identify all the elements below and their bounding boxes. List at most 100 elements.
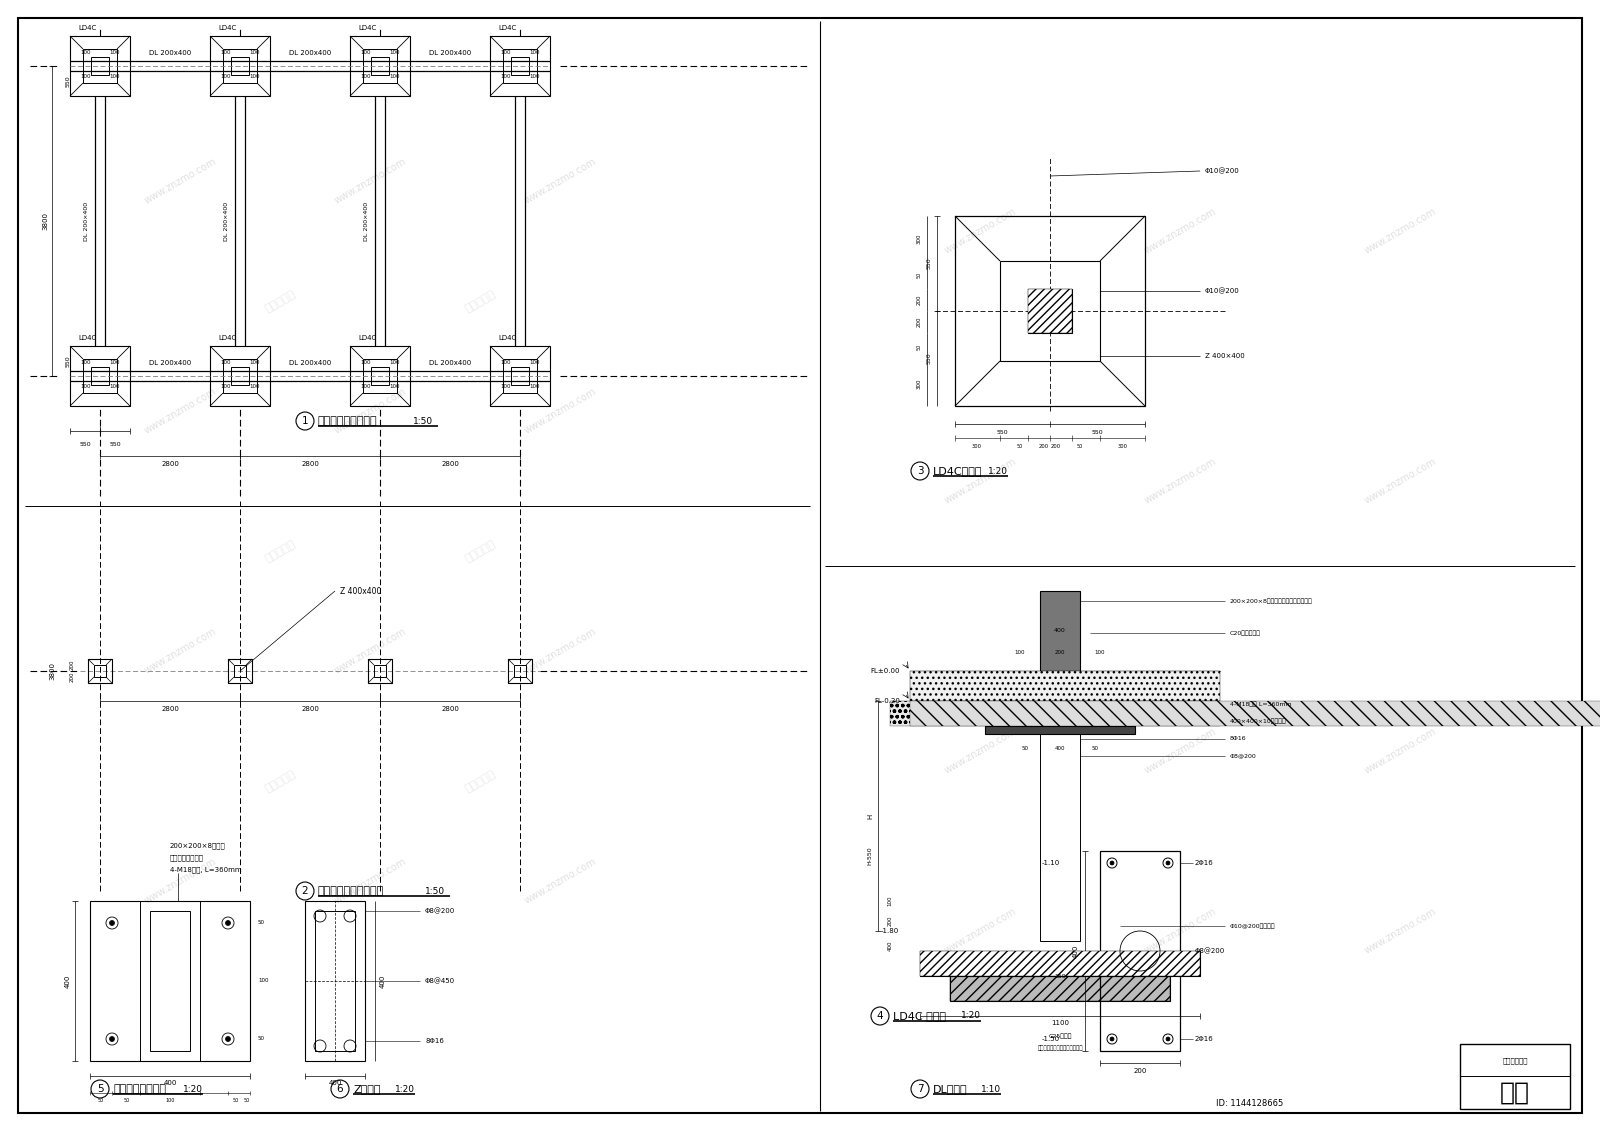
Text: 50: 50 (1018, 443, 1022, 449)
Text: www.znzmo.com: www.znzmo.com (142, 627, 218, 675)
Circle shape (1110, 1037, 1114, 1041)
Text: 100: 100 (360, 361, 371, 365)
Circle shape (109, 921, 115, 925)
Text: 100: 100 (360, 74, 371, 78)
Text: 400: 400 (888, 941, 893, 951)
Text: 100: 100 (501, 361, 510, 365)
Text: www.znzmo.com: www.znzmo.com (333, 387, 408, 435)
Text: LD4C 剖面图: LD4C 剖面图 (893, 1011, 946, 1021)
Bar (141, 901, 200, 1061)
Text: 1:20: 1:20 (989, 466, 1008, 475)
Text: www.znzmo.com: www.znzmo.com (142, 156, 218, 206)
Text: 1: 1 (302, 416, 309, 426)
Text: Z 400×400: Z 400×400 (1205, 353, 1245, 359)
Bar (920, 951, 1200, 976)
Bar (210, 346, 270, 406)
Text: FL±0.00: FL±0.00 (870, 668, 899, 674)
Bar (1027, 290, 1072, 333)
Text: 100: 100 (501, 74, 510, 78)
Text: 400×400×10镖锥钉板: 400×400×10镖锥钉板 (1230, 718, 1286, 724)
Text: 300: 300 (1118, 443, 1128, 449)
Text: 50: 50 (258, 1036, 266, 1042)
Text: 100: 100 (109, 361, 120, 365)
Bar (306, 901, 365, 1061)
Bar (371, 57, 389, 75)
Text: 2: 2 (302, 886, 309, 896)
Text: www.znzmo.com: www.znzmo.com (1362, 906, 1438, 956)
Text: www.znzmo.com: www.znzmo.com (522, 627, 598, 675)
Text: 50: 50 (1021, 746, 1029, 751)
Text: www.znzmo.com: www.znzmo.com (1142, 906, 1218, 956)
Circle shape (1110, 861, 1114, 865)
Bar (1040, 592, 1080, 671)
Text: 50: 50 (98, 1097, 104, 1103)
Text: 50: 50 (917, 344, 922, 351)
Text: Φ10@200: Φ10@200 (1205, 167, 1240, 174)
Text: 100: 100 (250, 74, 259, 78)
Bar (514, 665, 526, 677)
Text: 1:10: 1:10 (981, 1085, 1002, 1094)
Text: 4: 4 (877, 1011, 883, 1021)
Text: Φ8@200: Φ8@200 (426, 908, 456, 914)
Bar (510, 57, 530, 75)
Text: 550: 550 (997, 430, 1008, 434)
Text: LD4C: LD4C (358, 25, 376, 31)
Text: 100: 100 (530, 361, 539, 365)
Text: www.znzmo.com: www.znzmo.com (1142, 726, 1218, 776)
Text: -1.10: -1.10 (1042, 860, 1059, 866)
Text: 100: 100 (80, 383, 91, 389)
Text: www.znzmo.com: www.znzmo.com (942, 456, 1018, 506)
Text: 知末素材网: 知末素材网 (262, 288, 298, 313)
Text: 100: 100 (250, 361, 259, 365)
Text: www.znzmo.com: www.znzmo.com (1362, 726, 1438, 776)
Text: 8Φ16: 8Φ16 (426, 1038, 443, 1044)
Bar (371, 366, 389, 385)
Bar (509, 659, 531, 683)
Text: 2800: 2800 (442, 461, 459, 467)
Text: 200: 200 (1051, 443, 1061, 449)
Text: DL 200×400: DL 200×400 (83, 201, 88, 241)
Text: ID: 1144128665: ID: 1144128665 (1216, 1098, 1283, 1107)
Text: www.znzmo.com: www.znzmo.com (942, 906, 1018, 956)
Text: 知末素材网: 知末素材网 (262, 538, 298, 563)
Text: DL 200x400: DL 200x400 (290, 360, 331, 366)
Text: www.znzmo.com: www.znzmo.com (522, 856, 598, 906)
Text: 开心廘架详图: 开心廘架详图 (1502, 1057, 1528, 1064)
Bar (490, 346, 550, 406)
Circle shape (226, 1036, 230, 1042)
Text: 4-M18螺栋, L=360mm: 4-M18螺栋, L=360mm (170, 866, 242, 873)
Text: 550: 550 (66, 75, 70, 87)
Bar (230, 57, 250, 75)
Text: 开心廘架基础平面图: 开心廘架基础平面图 (318, 416, 378, 426)
Bar (83, 359, 117, 392)
Bar (315, 910, 355, 1051)
Text: 100: 100 (530, 74, 539, 78)
Text: 3800: 3800 (50, 662, 54, 680)
Text: 550: 550 (926, 353, 931, 364)
Text: 开心廘架柱布置平面图: 开心廘架柱布置平面图 (318, 886, 384, 896)
Text: 2800: 2800 (162, 706, 179, 713)
Text: 50: 50 (258, 921, 266, 925)
Bar (502, 359, 538, 392)
Text: 2800: 2800 (442, 706, 459, 713)
Bar (222, 49, 258, 83)
Text: H-550: H-550 (867, 847, 872, 865)
Text: DL 200x400: DL 200x400 (290, 50, 331, 57)
Text: 550: 550 (1091, 430, 1104, 434)
Bar (910, 701, 1600, 726)
Text: 6: 6 (336, 1083, 344, 1094)
Bar (210, 36, 270, 96)
Text: www.znzmo.com: www.znzmo.com (522, 156, 598, 206)
Text: 300: 300 (973, 443, 982, 449)
Text: 50: 50 (1091, 746, 1099, 751)
Text: 50: 50 (123, 1097, 130, 1103)
Text: www.znzmo.com: www.znzmo.com (1362, 206, 1438, 256)
Bar (222, 359, 258, 392)
Text: 100: 100 (80, 361, 91, 365)
Text: LD4C: LD4C (218, 25, 237, 31)
Bar (91, 57, 109, 75)
Text: 100: 100 (80, 74, 91, 78)
Text: www.znzmo.com: www.znzmo.com (333, 156, 408, 206)
Text: 8Φ16: 8Φ16 (1230, 736, 1246, 742)
Circle shape (226, 921, 230, 925)
